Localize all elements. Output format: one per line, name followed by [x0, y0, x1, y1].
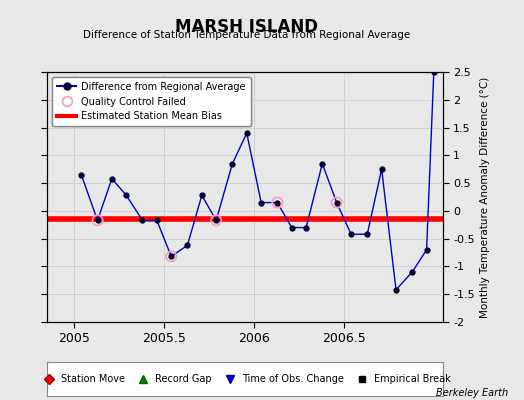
Y-axis label: Monthly Temperature Anomaly Difference (°C): Monthly Temperature Anomaly Difference (…	[481, 76, 490, 318]
Difference from Regional Average	[274, 200, 280, 205]
Difference from Regional Average	[184, 243, 191, 248]
Difference from Regional Average	[378, 167, 385, 172]
Difference from Regional Average	[123, 193, 129, 198]
Quality Control Failed	[167, 253, 176, 260]
Text: Difference of Station Temperature Data from Regional Average: Difference of Station Temperature Data f…	[83, 30, 410, 40]
Difference from Regional Average	[319, 161, 325, 166]
Difference from Regional Average	[168, 254, 174, 259]
Difference from Regional Average	[213, 218, 220, 223]
Difference from Regional Average	[364, 232, 370, 237]
Quality Control Failed	[333, 199, 341, 206]
Difference from Regional Average	[409, 270, 416, 274]
Difference from Regional Average	[258, 200, 264, 205]
Difference from Regional Average	[289, 225, 295, 230]
Quality Control Failed	[212, 217, 221, 224]
Difference from Regional Average	[334, 200, 340, 205]
Difference from Regional Average	[109, 176, 115, 181]
Difference from Regional Average	[348, 232, 354, 237]
Difference from Regional Average	[393, 287, 399, 292]
Difference from Regional Average	[423, 247, 430, 252]
Text: Berkeley Earth: Berkeley Earth	[436, 388, 508, 398]
Difference from Regional Average	[78, 172, 84, 177]
Difference from Regional Average	[229, 161, 235, 166]
Legend: Difference from Regional Average, Quality Control Failed, Estimated Station Mean: Difference from Regional Average, Qualit…	[52, 77, 250, 126]
Difference from Regional Average	[244, 131, 250, 136]
Difference from Regional Average	[199, 193, 205, 198]
Legend: Station Move, Record Gap, Time of Obs. Change, Empirical Break: Station Move, Record Gap, Time of Obs. C…	[36, 371, 454, 387]
Difference from Regional Average	[94, 218, 101, 223]
Quality Control Failed	[93, 217, 102, 224]
Quality Control Failed	[273, 199, 281, 206]
Difference from Regional Average	[154, 218, 160, 223]
Difference from Regional Average	[431, 70, 437, 74]
Line: Difference from Regional Average: Difference from Regional Average	[79, 70, 436, 292]
Text: MARSH ISLAND: MARSH ISLAND	[175, 18, 318, 36]
Difference from Regional Average	[303, 225, 309, 230]
Difference from Regional Average	[139, 218, 146, 223]
